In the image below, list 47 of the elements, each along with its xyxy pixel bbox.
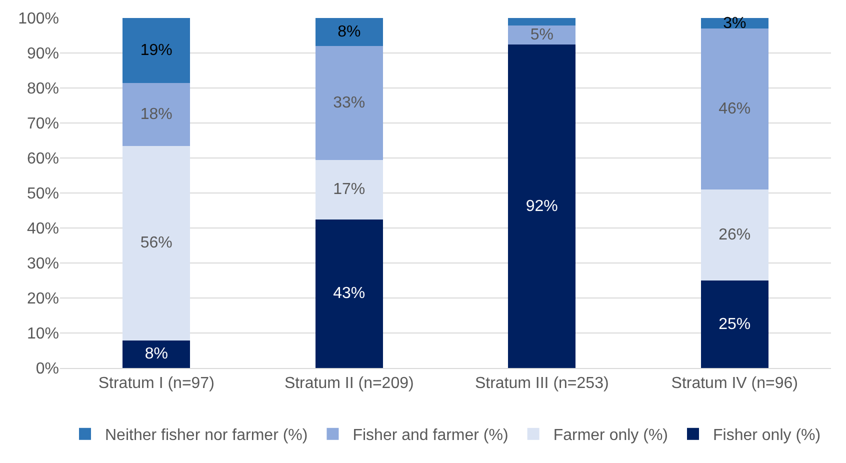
y-tick-label: 30% <box>26 256 59 273</box>
bar <box>122 18 190 83</box>
legend-label: Neither fisher nor farmer (%) <box>105 427 308 444</box>
y-tick-label: 100% <box>18 10 59 28</box>
y-tick-label: 80% <box>26 80 59 98</box>
data-label: 92% <box>526 198 558 215</box>
bar <box>122 146 190 340</box>
legend-label: Farmer only (%) <box>553 427 668 444</box>
bar <box>315 160 383 220</box>
x-tick-label: Stratum III (n=253) <box>474 375 609 392</box>
data-label: 17% <box>333 181 366 198</box>
bar <box>122 82 190 146</box>
bar <box>700 28 768 190</box>
data-label: 46% <box>718 100 751 118</box>
y-tick-label: 40% <box>26 220 59 238</box>
data-label: 25% <box>718 316 751 333</box>
data-label: 18% <box>140 106 172 123</box>
y-tick-label: 70% <box>26 116 59 133</box>
bar <box>315 18 383 46</box>
data-label: 19% <box>140 42 172 59</box>
data-label: 5% <box>530 26 554 44</box>
legend-label: Fisher and farmer (%) <box>352 427 508 444</box>
x-tick-label: Stratum IV (n=96) <box>671 375 798 392</box>
bar <box>508 26 576 45</box>
y-tick-label: 90% <box>26 46 59 63</box>
bar <box>315 219 383 368</box>
data-label: 33% <box>333 94 366 112</box>
data-label: 43% <box>333 285 366 302</box>
y-tick-label: 20% <box>26 290 59 308</box>
data-label: 56% <box>140 234 172 252</box>
x-tick-label: Stratum II (n=209) <box>284 375 414 392</box>
data-label: 3% <box>723 14 746 32</box>
y-tick-label: 60% <box>26 150 59 168</box>
data-label: 26% <box>718 226 751 244</box>
bar <box>315 46 383 160</box>
x-tick-label: Stratum I (n=97) <box>98 375 214 392</box>
data-label: 8% <box>144 346 168 363</box>
bar <box>700 190 768 280</box>
bar <box>700 280 768 368</box>
y-tick-label: 0% <box>36 360 59 378</box>
bar <box>508 44 576 368</box>
data-label: 8% <box>338 24 361 40</box>
bar <box>508 18 576 26</box>
legend-label: Fisher only (%) <box>713 427 821 444</box>
y-tick-label: 50% <box>26 186 59 203</box>
y-tick-label: 10% <box>26 326 59 343</box>
bar <box>122 340 190 368</box>
